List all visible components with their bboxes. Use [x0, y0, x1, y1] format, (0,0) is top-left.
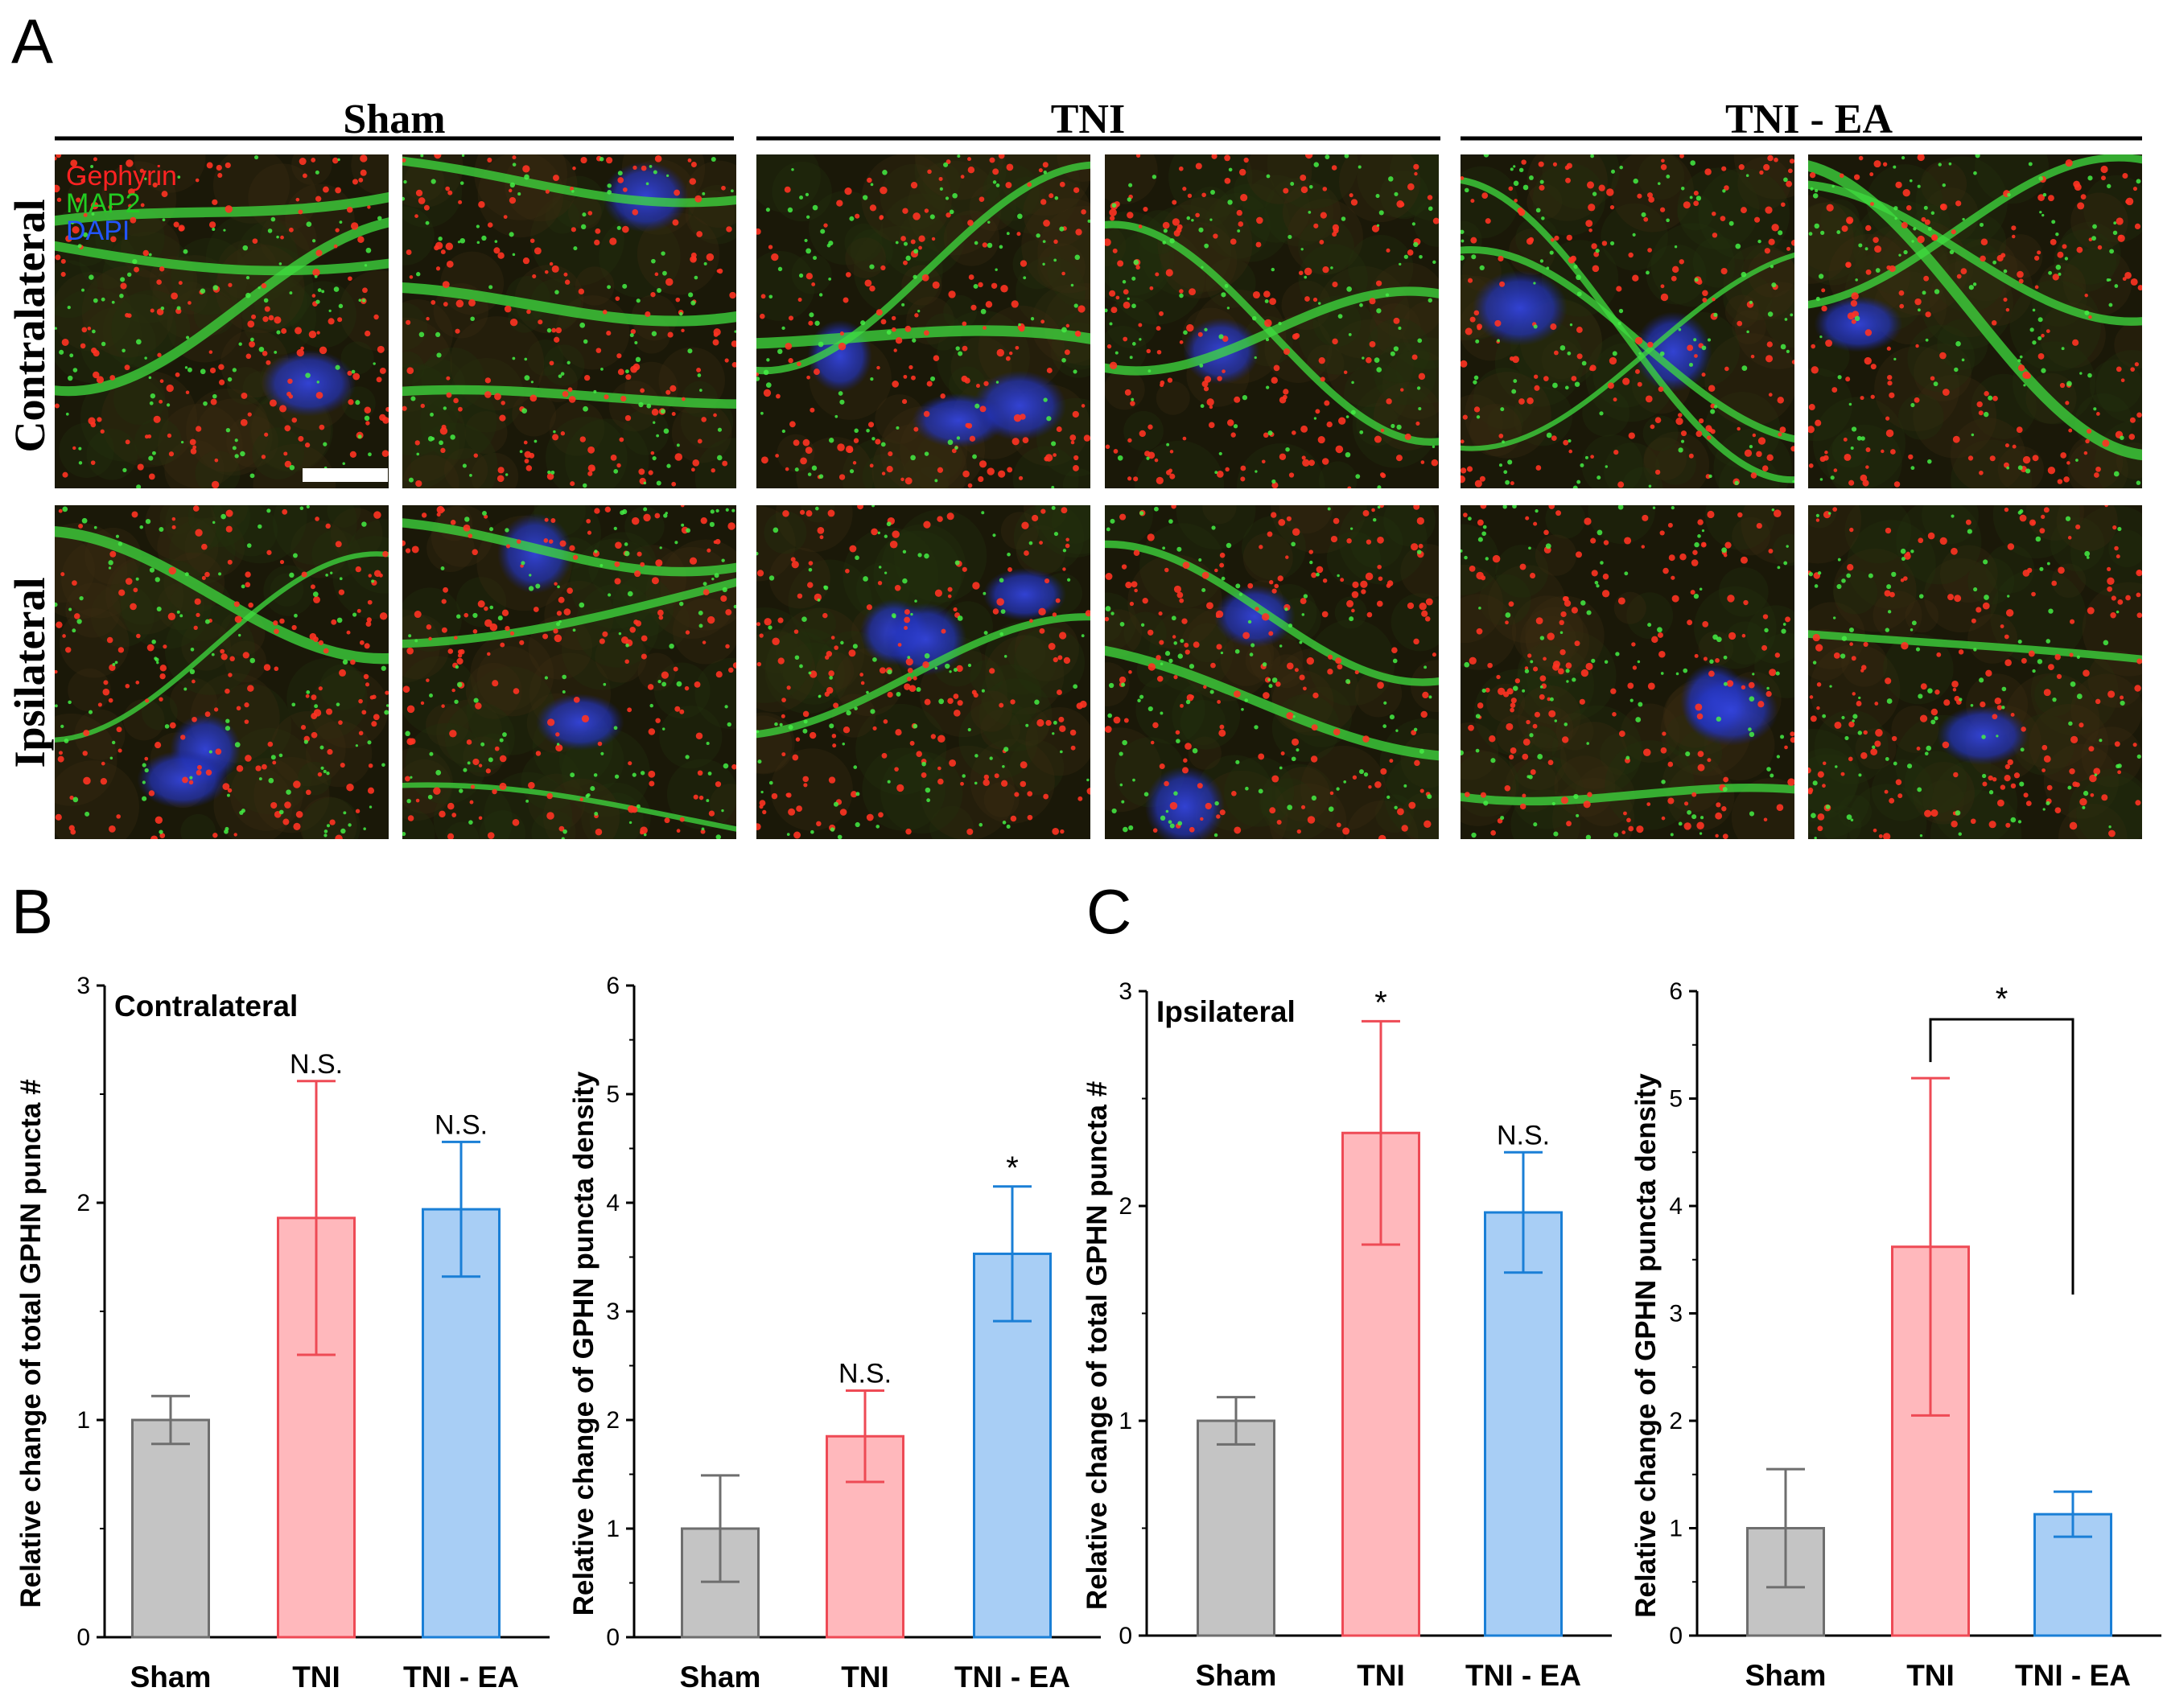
panel-letter-a: A [11, 6, 53, 76]
significance-label: * [1006, 1150, 1019, 1186]
category-label: TNI - EA [403, 1661, 519, 1694]
category-label: TNI [292, 1661, 340, 1694]
micrograph-tile [1461, 154, 1794, 488]
row-label-ipsilateral: Ipsilateral [6, 578, 54, 768]
y-axis-label: Relative change of total GPHN puncta # [15, 1079, 47, 1607]
y-tick-label: 1 [1119, 1408, 1132, 1434]
y-tick-label: 1 [76, 1407, 90, 1434]
y-tick-label: 2 [606, 1407, 620, 1434]
micrograph-tile [1105, 505, 1439, 839]
category-label: TNI [841, 1661, 889, 1694]
bar-sham [1197, 1419, 1275, 1637]
row-label-contralateral: Contralateral [6, 200, 54, 453]
scale-bar [303, 468, 388, 482]
y-tick-label: 3 [1669, 1301, 1683, 1327]
y-tick-label: 0 [1669, 1623, 1683, 1649]
category-label: Sham [680, 1661, 761, 1694]
micrograph-tile [756, 154, 1090, 488]
category-label: TNI [1906, 1659, 1955, 1692]
y-tick-label: 0 [606, 1624, 620, 1651]
significance-label: * [1374, 985, 1387, 1020]
y-tick-label: 1 [606, 1516, 620, 1542]
micrograph-tile [55, 154, 389, 488]
category-label: Sham [1745, 1659, 1827, 1692]
legend-map2: MAP2 [66, 188, 141, 219]
inset-label: Contralateral [114, 990, 298, 1023]
y-tick-label: 3 [606, 1298, 620, 1325]
y-tick-label: 0 [1119, 1623, 1132, 1649]
panel-letter-b: B [11, 876, 53, 947]
y-tick-label: 6 [606, 973, 620, 999]
category-label: TNI - EA [954, 1661, 1070, 1694]
bar-sham [131, 1418, 210, 1639]
y-tick-label: 3 [1119, 978, 1132, 1005]
y-tick-label: 4 [1669, 1193, 1683, 1220]
y-axis-label: Relative change of total GPHN puncta # [1082, 1081, 1113, 1610]
legend-dapi: DAPI [66, 216, 130, 246]
category-label: TNI - EA [2015, 1659, 2131, 1692]
micrograph-tile [1808, 505, 2142, 839]
micrograph-tile [402, 154, 736, 488]
y-tick-label: 3 [76, 973, 90, 999]
category-label: TNI [1357, 1659, 1405, 1692]
y-tick-label: 2 [1669, 1408, 1683, 1434]
bar-chart-1: 0 1 2 3 Relative change of total GPHN puncta… [15, 973, 550, 1694]
panel-letter-c: C [1086, 876, 1131, 947]
significance-label: N.S. [1497, 1120, 1550, 1150]
bar-chart-3: 0 1 2 3 Relative change of total GPHN puncta… [1082, 978, 1612, 1692]
bar-tni-ea [1484, 1211, 1563, 1637]
category-label: Sham [130, 1661, 212, 1694]
inset-label: Ipsilateral [1156, 995, 1296, 1028]
significance-bracket [1929, 1018, 2074, 1295]
legend-gephyrin: Gephyrin [66, 161, 177, 191]
group-label-tni: TNI [1051, 97, 1125, 142]
y-tick-label: 2 [1119, 1193, 1132, 1220]
significance-label: N.S. [838, 1359, 892, 1389]
bracket-label: * [1996, 982, 2008, 1017]
y-tick-label: 5 [1669, 1086, 1683, 1113]
y-axis-label: Relative change of GPHN puncta density [1630, 1073, 1662, 1618]
micrograph-tile [1461, 505, 1794, 839]
significance-label: N.S. [435, 1109, 488, 1140]
micrograph-grid [55, 154, 2142, 839]
group-label-tni-ea: TNI - EA [1725, 97, 1893, 142]
bar-tni-ea [422, 1208, 501, 1639]
micrograph-tile [55, 505, 389, 839]
y-tick-label: 6 [1669, 978, 1683, 1005]
micrograph-tile [1105, 154, 1439, 488]
category-label: Sham [1196, 1659, 1277, 1692]
bar-charts: 0 1 2 3 Relative change of total GPHN puncta… [15, 973, 2161, 1694]
y-axis-label: Relative change of GPHN puncta density [568, 1071, 599, 1615]
micrograph-tile [402, 505, 736, 839]
y-tick-label: 4 [606, 1190, 620, 1216]
significance-label: N.S. [290, 1049, 343, 1080]
bar-chart-2: 0 1 2 3 4 5 6 Relative change of GPHN puncta de… [568, 973, 1101, 1694]
y-tick-label: 2 [76, 1190, 90, 1216]
micrograph-tile [1808, 154, 2142, 488]
y-tick-label: 5 [606, 1081, 620, 1108]
y-tick-label: 1 [1669, 1516, 1683, 1542]
group-label-sham: Sham [343, 97, 445, 142]
bar-chart-4: 0 1 2 3 4 5 6 Relative change of GPHN puncta de… [1630, 978, 2161, 1692]
micrograph-tile [756, 505, 1090, 839]
category-label: TNI - EA [1465, 1659, 1581, 1692]
y-tick-label: 0 [76, 1624, 90, 1651]
